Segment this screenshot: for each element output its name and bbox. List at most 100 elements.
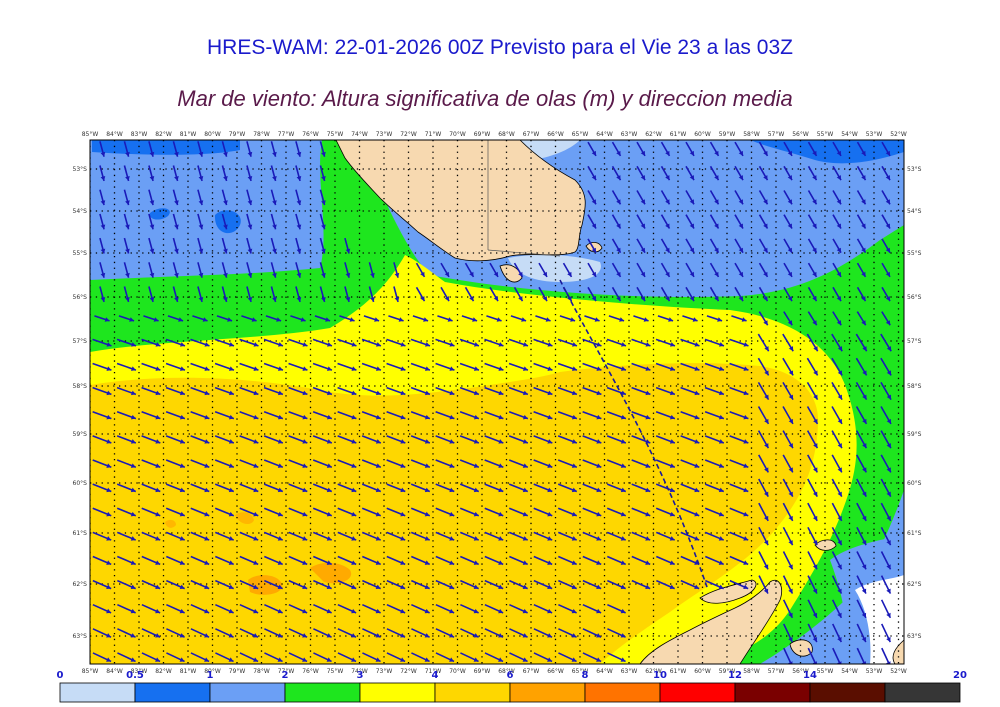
wave-direction-arrowhead (423, 317, 429, 322)
lon-label-bottom: 61°W (670, 668, 687, 675)
wave-direction-arrowhead (351, 414, 357, 420)
wave-direction-arrowhead (493, 296, 498, 302)
wave-direction-arrowhead (473, 414, 479, 420)
wave-direction-arrowhead (718, 536, 724, 541)
wave-direction-arrowhead (787, 320, 793, 326)
colorbar-labels: 0 0.5 1 2 3 4 6 8 10 12 14 20 (57, 670, 967, 681)
wave-direction-arrowhead (375, 511, 381, 517)
wave-direction-arrowhead (620, 487, 626, 493)
wave-direction-arrowhead (718, 511, 724, 517)
wave-direction-arrowhead (449, 366, 455, 371)
lon-label-top: 84°W (106, 131, 123, 138)
wave-direction-arrowhead (278, 342, 283, 347)
wave-direction-arrowhead (155, 487, 161, 493)
wave-direction-arrowhead (473, 633, 479, 638)
wave-direction-arrowhead (498, 584, 504, 590)
wave-direction-arrowhead (861, 199, 866, 205)
wave-direction-arrowhead (886, 612, 891, 618)
wave-direction-arrowhead (326, 439, 332, 444)
colorbar-segment (209, 682, 286, 703)
lon-label-top: 56°W (792, 131, 809, 138)
wave-direction-arrowhead (643, 317, 649, 322)
wave-direction-arrowhead (100, 176, 106, 181)
lon-label-bottom: 56°W (792, 668, 809, 675)
wave-direction-arrowhead (837, 612, 842, 618)
wave-direction-arrowhead (886, 515, 891, 521)
wave-direction-arrowhead (862, 418, 867, 424)
wave-direction-arrowhead (764, 491, 769, 497)
wave-direction-arrowhead (738, 247, 743, 253)
wave-direction-arrowhead (763, 320, 768, 326)
wave-direction-arrowhead (596, 657, 602, 662)
wave-direction-arrowhead (640, 175, 645, 181)
lon-label-bottom: 58°W (743, 668, 760, 675)
wave-direction-arrowhead (351, 439, 357, 444)
wave-direction-arrowhead (179, 584, 185, 590)
wave-direction-arrowhead (886, 661, 891, 664)
colorbar-segment (434, 682, 511, 703)
wave-direction-arrowhead (522, 608, 528, 614)
colorbar-segment (584, 682, 661, 703)
wave-direction-arrowhead (370, 297, 375, 302)
wave-direction-arrowhead (837, 515, 842, 521)
wave-direction-arrowhead (449, 511, 455, 517)
wave-direction-arrowhead (885, 223, 890, 229)
wave-direction-arrowhead (351, 633, 357, 638)
wave-direction-arrowhead (449, 342, 455, 347)
wave-direction-arrowhead (764, 418, 769, 424)
wave-direction-arrowhead (326, 511, 332, 517)
wave-direction-arrowhead (836, 320, 842, 326)
wave-direction-arrowhead (670, 366, 675, 371)
lon-label-top: 78°W (253, 131, 270, 138)
wave-direction-arrowhead (174, 248, 179, 254)
wave-direction-arrowhead (596, 366, 602, 371)
wave-direction-arrowhead (837, 418, 842, 424)
wave-direction-arrowhead (449, 390, 455, 396)
wave-direction-arrowhead (645, 463, 651, 468)
lon-label-bottom: 64°W (596, 668, 613, 675)
wave-direction-arrowhead (198, 224, 204, 230)
wave-direction-arrowhead (223, 151, 228, 157)
wave-zone-6-8m-b (310, 562, 352, 584)
wave-direction-arrowhead (277, 463, 283, 468)
wave-direction-arrowhead (668, 317, 674, 322)
wave-direction-arrowhead (812, 175, 817, 181)
wave-direction-arrowhead (885, 271, 890, 277)
wave-zone-6-8m (248, 575, 283, 595)
wave-direction-arrowhead (665, 223, 670, 229)
wave-direction-arrowhead (743, 584, 749, 590)
wave-direction-arrowhead (522, 414, 528, 420)
lat-label-left: 58°S (73, 383, 88, 390)
wave-direction-arrowhead (153, 317, 159, 322)
lon-label-top: 67°W (523, 131, 540, 138)
wave-direction-arrowhead (813, 418, 818, 424)
colorbar-segment (134, 682, 211, 703)
wave-direction-arrowhead (300, 317, 306, 322)
wave-direction-arrowhead (861, 175, 866, 181)
wave-direction-arrowhead (302, 439, 308, 444)
lat-label-right: 56°S (907, 294, 922, 301)
wave-direction-arrowhead (351, 536, 357, 541)
wave-direction-arrowhead (837, 370, 843, 376)
wave-direction-arrowhead (547, 439, 553, 444)
wave-direction-arrowhead (620, 633, 626, 638)
wave-direction-arrowhead (645, 390, 651, 396)
wave-direction-arrowhead (719, 342, 724, 347)
wave-direction-arrowhead (763, 564, 769, 570)
wave-direction-arrowhead (572, 342, 577, 347)
wave-direction-arrowhead (498, 439, 504, 444)
wave-direction-arrowhead (204, 608, 210, 614)
colorbar (59, 682, 961, 703)
wave-direction-arrowhead (473, 608, 479, 614)
wave-direction-arrowhead (272, 151, 277, 157)
wave-direction-arrowhead (694, 342, 700, 347)
wave-direction-arrowhead (738, 271, 743, 277)
wave-direction-arrowhead (155, 657, 161, 662)
wave-direction-arrowhead (155, 560, 161, 565)
wave-direction-arrowhead (277, 608, 283, 614)
wave-direction-arrowhead (542, 296, 547, 302)
lon-label-top: 55°W (817, 131, 834, 138)
wave-direction-arrowhead (620, 463, 626, 468)
wave-direction-arrowhead (596, 608, 602, 614)
wave-direction-arrowhead (253, 439, 259, 444)
